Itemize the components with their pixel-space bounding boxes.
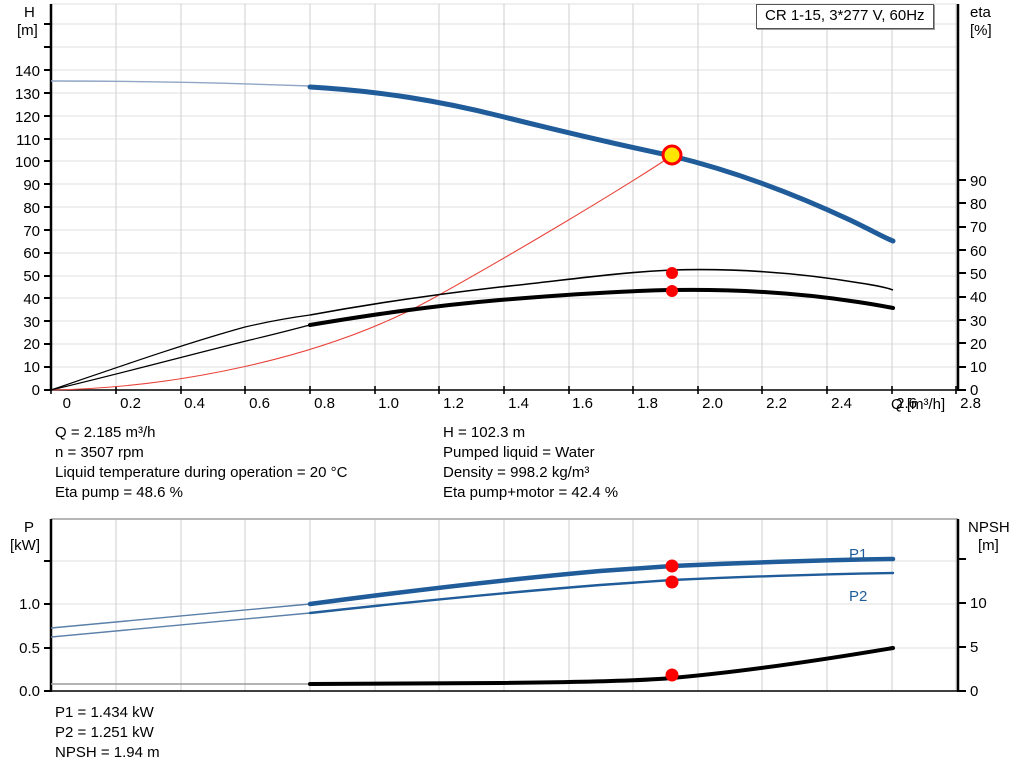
h-tick-30: 30 — [23, 314, 40, 331]
eta-tick-0: 0 — [970, 382, 979, 399]
info-etap: Eta pump = 48.6 % — [55, 484, 183, 501]
p2-series-label: P2 — [849, 588, 868, 605]
q-tick-10: 1.0 — [378, 395, 399, 412]
eta-axis-unit: [%] — [970, 22, 992, 39]
system-curve — [50, 154, 674, 391]
npsh-axis-unit: [m] — [978, 537, 999, 554]
info-bottom-block: P1 = 1.434 kW P2 = 1.251 kW NPSH = 1.94 … — [55, 703, 160, 763]
q-tick-18: 1.8 — [637, 395, 658, 412]
q-tick-06: 0.6 — [249, 395, 270, 412]
q-tick-28: 2.8 — [960, 395, 981, 412]
q-tick-14: 1.4 — [508, 395, 529, 412]
q-tick-02: 0.2 — [120, 395, 141, 412]
info-q: Q = 2.185 m³/h — [55, 424, 156, 441]
h-axis-unit: [m] — [17, 22, 38, 39]
p2-curve — [308, 571, 895, 615]
info-p1: P1 = 1.434 kW — [55, 704, 154, 721]
eta-tick-40: 40 — [970, 289, 987, 306]
eta-pump-extension — [50, 314, 311, 391]
info-etapm: Eta pump+motor = 42.4 % — [443, 484, 619, 501]
eta-axis-label: eta — [970, 4, 991, 21]
npsh-curve — [308, 646, 895, 686]
p1-curve — [307, 556, 896, 607]
head-curve — [307, 84, 896, 244]
eta-tick-80: 80 — [970, 196, 987, 213]
eta-pump-point-marker — [666, 267, 678, 279]
p1-curve-extension — [50, 603, 311, 629]
npsh-tick-5: 5 — [970, 639, 979, 656]
eta-tick-30: 30 — [970, 313, 987, 330]
power-npsh-plot — [44, 518, 966, 692]
h-tick-130: 130 — [14, 86, 40, 103]
p-axis-unit: [kW] — [10, 537, 40, 554]
eta-pump-motor-curve — [308, 287, 895, 327]
eta-tick-10: 10 — [970, 359, 987, 376]
h-tick-90: 90 — [23, 177, 40, 194]
info-n: n = 3507 rpm — [55, 444, 144, 461]
q-tick-16: 1.6 — [572, 395, 593, 412]
npsh-tick-10: 10 — [970, 595, 987, 612]
q-tick-04: 0.4 — [184, 395, 205, 412]
h-tick-60: 60 — [23, 245, 40, 262]
p2-curve-extension — [50, 612, 311, 638]
info-h: H = 102.3 m — [443, 424, 526, 441]
h-tick-20: 20 — [23, 336, 40, 353]
q-tick-0: 0 — [62, 395, 71, 412]
q-tick-12: 1.2 — [443, 395, 464, 412]
h-tick-80: 80 — [23, 200, 40, 217]
p1-point-marker — [665, 559, 679, 573]
q-tick-22: 2.2 — [766, 395, 787, 412]
h-tick-10: 10 — [23, 359, 40, 376]
info-temp: Liquid temperature during operation = 20… — [55, 464, 348, 481]
head-curve-extension — [50, 80, 311, 87]
q-tick-26: 2.6 — [896, 395, 917, 412]
eta-tick-70: 70 — [970, 219, 987, 236]
chart-title-box: CR 1-15, 3*277 V, 60Hz — [756, 4, 934, 29]
info-density: Density = 998.2 kg/m³ — [443, 464, 590, 481]
info-npsh: NPSH = 1.94 m — [55, 744, 160, 761]
head-efficiency-chart: H [m] eta [%] Q [m³/h] 0 10 20 30 40 50 … — [14, 3, 992, 413]
chart-title-text: CR 1-15, 3*277 V, 60Hz — [765, 7, 925, 24]
info-left-block: Q = 2.185 m³/h n = 3507 rpm Liquid tempe… — [55, 423, 347, 503]
eta-tick-50: 50 — [970, 266, 987, 283]
q-tick-08: 0.8 — [314, 395, 335, 412]
p-tick-00: 0.0 — [19, 683, 40, 700]
eta-tick-20: 20 — [970, 336, 987, 353]
q-axis-label: Q [m³/h] — [891, 396, 946, 413]
power-npsh-chart: P [kW] NPSH [m] 0.0 0.5 1.0 0 5 10 P1 P2 — [0, 510, 1024, 710]
h-tick-50: 50 — [23, 268, 40, 285]
info-liquid: Pumped liquid = Water — [443, 444, 595, 461]
q-tick-20: 2.0 — [702, 395, 723, 412]
p-tick-10: 1.0 — [19, 596, 40, 613]
head-efficiency-plot — [44, 3, 966, 394]
p-axis-label: P — [24, 519, 35, 536]
p2-point-marker — [665, 575, 679, 589]
h-tick-40: 40 — [23, 291, 40, 308]
h-tick-0: 0 — [31, 382, 40, 399]
h-axis-label: H — [24, 4, 35, 21]
eta-tick-60: 60 — [970, 243, 987, 260]
h-tick-140: 140 — [14, 63, 40, 80]
q-tick-24: 2.4 — [831, 395, 852, 412]
npsh-tick-0: 0 — [970, 683, 979, 700]
h-tick-110: 110 — [16, 132, 40, 149]
eta-pump-motor-extension — [50, 324, 311, 391]
h-tick-70: 70 — [23, 223, 40, 240]
h-tick-100: 100 — [14, 154, 40, 171]
duty-point-marker — [661, 144, 683, 166]
npsh-point-marker — [665, 668, 679, 682]
h-tick-120: 120 — [14, 109, 40, 126]
info-right-block: H = 102.3 m Pumped liquid = Water Densit… — [443, 423, 618, 503]
eta-pump-curve — [309, 268, 894, 316]
info-p2: P2 = 1.251 kW — [55, 724, 154, 741]
npsh-axis-label: NPSH — [968, 519, 1010, 536]
eta-pump-motor-point-marker — [666, 285, 678, 297]
p-tick-05: 0.5 — [19, 640, 40, 657]
eta-tick-90: 90 — [970, 173, 987, 190]
